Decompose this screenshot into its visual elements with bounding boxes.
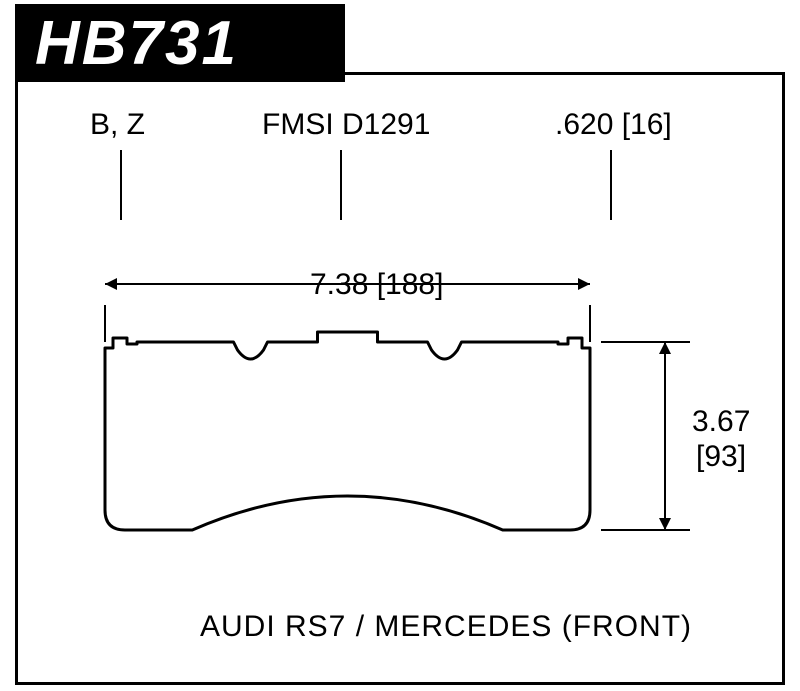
technical-diagram <box>0 0 800 691</box>
